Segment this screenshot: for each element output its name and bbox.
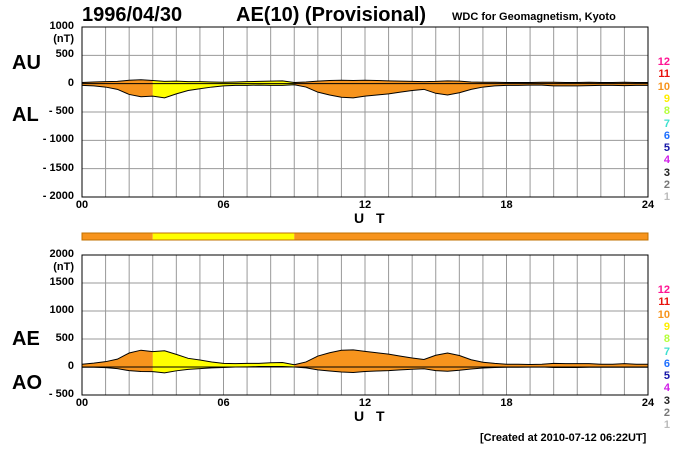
activity-bar-segment [152,233,295,240]
legend-level-5: 5 [663,142,670,155]
series-area-ao [82,367,153,372]
series-area-al [82,83,153,97]
au-label: AU [12,52,41,74]
legend-level-1: 1 [663,191,670,204]
legend-level-11: 11 [658,68,670,81]
y-tick-label: 1000 [49,20,74,32]
legend-level-10: 10 [657,308,670,321]
x-axis-label-top: U T [354,210,389,226]
legend-level-12: 12 [657,284,670,296]
ao-label: AO [12,372,42,394]
plot-frame [81,254,649,396]
legend-level-2: 2 [663,179,670,191]
activity-bar-segment [294,233,648,240]
series-area-al [152,83,295,98]
x-tick-label: 12 [358,397,372,409]
series-area-ae [152,350,295,367]
y-tick-label: 500 [55,48,74,61]
y-tick-label: - 2000 [42,190,74,202]
series-line-al [81,84,648,99]
created-timestamp: [Created at 2010-07-12 06:22UT] [480,432,647,444]
series-area-ao [152,366,295,373]
y-tick-label: - 1000 [42,133,74,146]
y-tick-label: - 1500 [42,161,74,174]
legend-level-8: 8 [663,105,670,118]
y-tick-label: 2000 [49,248,74,260]
activity-bar-segment [82,233,153,240]
plot-frame [81,26,649,198]
x-tick-label: 18 [500,397,513,409]
plot-date: 1996/04/30 [82,4,183,26]
y-tick-label: 1000 [49,304,74,316]
legend-level-2: 2 [663,407,670,419]
x-axis-label-bottom: U T [354,408,389,424]
series-line-ae [81,349,648,366]
legend-level-3: 3 [663,166,670,179]
al-label: AL [12,104,39,126]
x-tick-label: 06 [217,199,230,211]
legend-level-1: 1 [663,419,670,432]
legend-level-10: 10 [657,80,670,93]
y-tick-label: 0 [67,360,74,372]
legend-level-3: 3 [663,394,670,407]
series-line-au [81,79,648,84]
legend-level-6: 6 [663,129,670,142]
legend-level-8: 8 [663,333,670,346]
plot-title: AE(10) (Provisional) [236,4,427,26]
data-source: WDC for Geomagnetism, Kyoto [452,11,616,23]
x-tick-label: 06 [217,397,230,409]
activity-bar-frame [81,232,649,241]
x-tick-label: 00 [75,397,89,409]
legend-level-7: 7 [663,345,670,358]
series-area-ae [294,349,648,367]
legend-level-9: 9 [663,92,670,105]
legend-level-4: 4 [663,154,670,167]
ae-label: AE [12,328,40,350]
unit-bottom: (nT) [53,261,74,273]
y-tick-label: 1500 [49,276,74,288]
legend-level-5: 5 [663,370,670,383]
x-tick-label: 18 [500,199,513,211]
y-tick-label: 0 [67,76,74,89]
series-area-au [152,80,295,84]
unit-top: (nT) [53,33,74,45]
series-area-ao [294,367,648,373]
y-tick-label: - 500 [48,105,74,117]
legend-level-6: 6 [663,357,670,370]
legend-level-12: 12 [657,56,670,68]
legend-level-7: 7 [663,117,670,130]
legend-level-4: 4 [663,382,670,395]
y-tick-label: - 500 [48,388,74,400]
x-tick-label: 24 [641,199,655,211]
y-tick-label: 500 [55,332,74,344]
x-tick-label: 00 [75,199,89,211]
x-tick-label: 12 [358,199,372,211]
legend-level-11: 11 [658,296,670,309]
legend-level-9: 9 [663,320,670,333]
x-tick-label: 24 [641,397,655,409]
